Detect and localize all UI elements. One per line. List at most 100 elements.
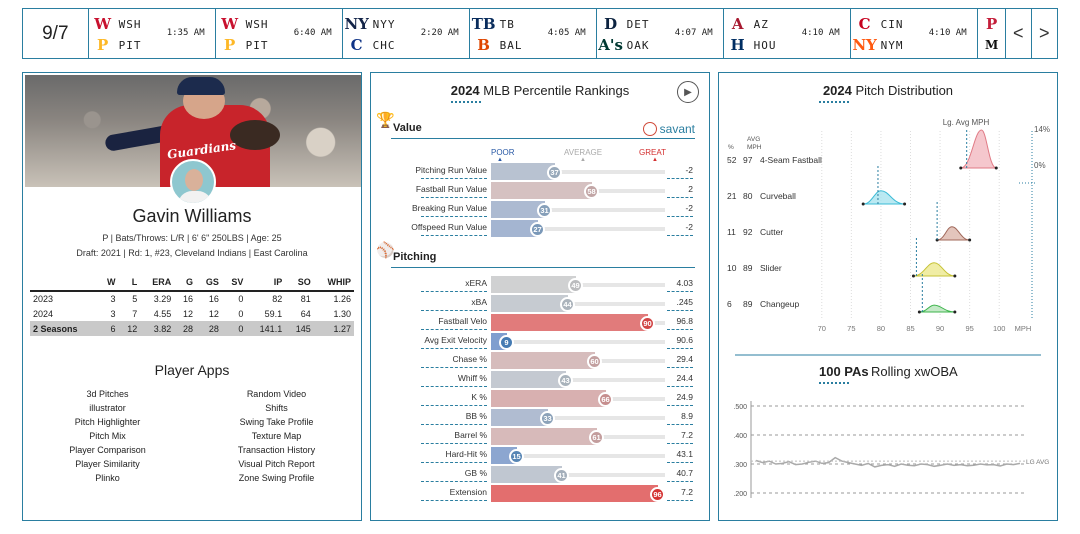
metric-label: K % xyxy=(471,392,487,402)
player-app-link[interactable]: Random Video xyxy=(246,389,307,399)
metric-value: 43.1 xyxy=(676,449,693,459)
player-app-link[interactable]: Player Comparison xyxy=(69,445,146,455)
pitch-usage: 6 xyxy=(727,299,732,309)
player-app-link[interactable]: Plinko xyxy=(95,473,120,483)
player-bio: P | Bats/Throws: L/R | 6' 6" 250LBS | Ag… xyxy=(102,233,282,243)
player-app-link[interactable]: Texture Map xyxy=(251,431,302,441)
next-button[interactable]: > xyxy=(1039,23,1050,43)
percentile-bar xyxy=(491,485,658,502)
percentile-badge: 43 xyxy=(558,373,573,388)
game-card[interactable]: D DET A's OAK 4:07 AM xyxy=(597,9,724,58)
percentile-row[interactable]: Extension 96 7.2 xyxy=(371,484,709,503)
game-card[interactable]: TB TB B BAL 4:05 AM xyxy=(470,9,597,58)
stats-cell: 12 xyxy=(208,308,219,319)
player-app-link[interactable]: Transaction History xyxy=(237,445,316,455)
stats-cell: 64 xyxy=(300,308,311,319)
game-partial[interactable]: P M xyxy=(978,9,1007,58)
player-apps-title: Player Apps xyxy=(154,362,230,378)
percentile-row[interactable]: Chase % 60 29.4 xyxy=(371,351,709,370)
pitch-usage: 10 xyxy=(727,263,737,273)
game-card[interactable]: A AZ H HOU 4:10 AM xyxy=(724,9,851,58)
home-team: OAK xyxy=(626,38,650,52)
percentile-row[interactable]: Fastball Velo 90 96.8 xyxy=(371,313,709,332)
percentile-row[interactable]: xERA 49 4.03 xyxy=(371,275,709,294)
player-app-link[interactable]: Shifts xyxy=(265,403,288,413)
pitch-density-curve xyxy=(863,190,905,205)
game-card[interactable]: W WSH P PIT 1:35 AM xyxy=(89,9,216,58)
percentile-row[interactable]: GB % 41 40.7 xyxy=(371,465,709,484)
percentile-row[interactable]: Hard-Hit % 15 43.1 xyxy=(371,446,709,465)
scale-average: AVERAGE xyxy=(564,148,603,157)
stats-cell: 6 xyxy=(98,321,119,336)
percentile-bar xyxy=(491,390,606,407)
percentile-badge: 41 xyxy=(554,468,569,483)
player-app-link[interactable]: Pitch Highlighter xyxy=(74,417,141,427)
pitch-velo: 97 xyxy=(743,155,753,165)
x-tick-label: 90 xyxy=(936,324,944,333)
table-row: 2023 3 5 3.29 16 16 0 82 81 1.26 xyxy=(30,291,354,306)
percentile-row[interactable]: Barrel % 61 7.2 xyxy=(371,427,709,446)
player-app-link[interactable]: Zone Swing Profile xyxy=(238,473,315,483)
range-dot xyxy=(994,166,998,170)
scale-great: GREAT xyxy=(639,148,666,157)
player-app-link[interactable]: Swing Take Profile xyxy=(239,417,314,427)
game-card[interactable]: NY NYY C CHC 2:20 AM xyxy=(343,9,470,58)
percentile-bar xyxy=(491,371,566,388)
percentile-row[interactable]: Avg Exit Velocity 9 90.6 xyxy=(371,332,709,351)
stats-cell: 12 xyxy=(183,308,194,319)
pitch-velo: 89 xyxy=(743,263,753,273)
percentile-row[interactable]: Fastball Run Value 58 2 xyxy=(371,181,709,200)
percentile-row[interactable]: Breaking Run Value 31 -2 xyxy=(371,200,709,219)
home-team: BAL xyxy=(499,38,523,52)
stats-cell: 82 xyxy=(272,294,283,304)
percentile-bar xyxy=(491,295,568,312)
player-panel: Guardians Gavin Williams P | Bats/Throws… xyxy=(22,72,362,521)
game-card[interactable]: W WSH P PIT 6:40 AM xyxy=(216,9,343,58)
savant-link[interactable]: savant xyxy=(642,122,695,136)
stats-cell: 145 xyxy=(285,321,314,336)
home-team: NYM xyxy=(880,38,904,52)
player-app-link[interactable]: Visual Pitch Report xyxy=(238,459,315,469)
percentile-badge: 37 xyxy=(547,165,562,180)
percentile-badge: 15 xyxy=(509,449,524,464)
percentile-row[interactable]: K % 66 24.9 xyxy=(371,389,709,408)
metric-value: 2 xyxy=(688,184,693,194)
game-card[interactable]: C CIN NY NYM 4:10 AM xyxy=(851,9,978,58)
percentile-badge: 31 xyxy=(537,203,552,218)
percentile-row[interactable]: BB % 33 8.9 xyxy=(371,408,709,427)
percentile-row[interactable]: Offspeed Run Value 27 -2 xyxy=(371,219,709,238)
prev-button[interactable]: < xyxy=(1006,9,1032,58)
percentile-bar xyxy=(491,220,538,237)
game-time: 4:05 AM xyxy=(547,28,586,38)
play-icon[interactable]: ▶ xyxy=(677,81,699,103)
percentile-badge: 9 xyxy=(499,335,514,350)
metric-value: 96.8 xyxy=(676,316,693,326)
stats-header: L xyxy=(118,274,141,292)
away-team: WSH xyxy=(245,17,269,31)
scoreboard-date[interactable]: 9/7 xyxy=(23,9,89,58)
player-name: Gavin Williams xyxy=(132,206,252,226)
player-app-link[interactable]: illustrator xyxy=(89,403,126,413)
percentile-badge: 58 xyxy=(584,184,599,199)
stats-header: ERA xyxy=(140,274,175,292)
stats-cell: 0 xyxy=(238,294,244,304)
x-tick-label: 100 xyxy=(993,324,1006,333)
x-unit-label: MPH xyxy=(1015,324,1032,333)
stats-header: GS xyxy=(196,274,222,292)
stats-cell: 2023 xyxy=(33,294,54,304)
percentile-bar xyxy=(491,466,562,483)
stats-header: IP xyxy=(246,274,286,292)
stats-cell: 1.26 xyxy=(333,294,351,304)
stats-header xyxy=(30,274,99,292)
player-app-link[interactable]: 3d Pitches xyxy=(86,389,129,399)
percentile-row[interactable]: xBA 44 .245 xyxy=(371,294,709,313)
percentile-bar xyxy=(491,428,597,445)
percentile-row[interactable]: Whiff % 43 24.4 xyxy=(371,370,709,389)
team-logo-icon: B xyxy=(477,36,490,54)
percentile-row[interactable]: Pitching Run Value 37 -2 xyxy=(371,162,709,181)
player-app-link[interactable]: Pitch Mix xyxy=(89,431,126,441)
player-app-link[interactable]: Player Similarity xyxy=(75,459,140,469)
stats-cell: 12 xyxy=(118,321,141,336)
player-draft-info: Draft: 2021 | Rd: 1, #23, Cleveland Indi… xyxy=(76,248,308,258)
